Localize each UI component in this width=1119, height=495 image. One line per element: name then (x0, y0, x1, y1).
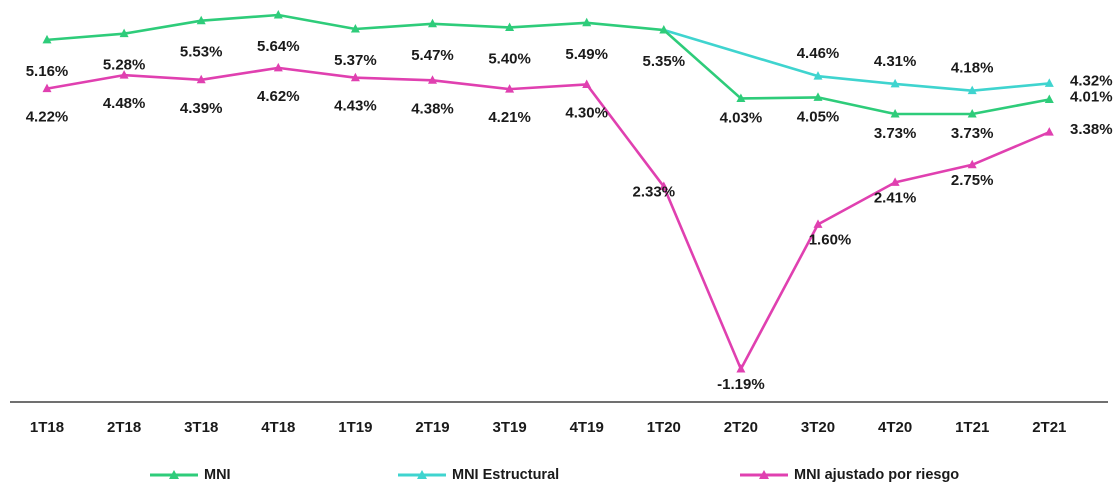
x-tick-label: 1T21 (955, 419, 989, 436)
legend-swatch-mni-estructural (398, 470, 446, 479)
data-point (119, 28, 129, 38)
data-point (1044, 94, 1054, 103)
legend-item-mni: MNI (150, 466, 231, 484)
data-label: 3.73% (874, 125, 917, 142)
x-tick-label: 1T20 (647, 419, 681, 436)
data-label: 4.32% (1070, 72, 1113, 89)
data-label: 4.18% (951, 60, 994, 77)
data-point (890, 108, 900, 118)
data-point (119, 70, 129, 79)
data-point (196, 74, 206, 84)
data-label: 5.40% (488, 50, 531, 67)
data-point (967, 159, 977, 169)
data-label: 3.73% (951, 125, 994, 142)
data-point (813, 71, 823, 80)
data-point (273, 62, 283, 72)
data-point (505, 84, 515, 93)
x-tick-label: 3T18 (184, 419, 218, 436)
data-point (42, 83, 52, 93)
x-tick-label: 4T18 (261, 419, 295, 436)
legend-swatch-mni (150, 470, 198, 479)
x-tick-label: 2T20 (724, 419, 758, 436)
data-point (659, 25, 669, 34)
data-label: 4.62% (257, 88, 300, 105)
line-chart: 1T18 2T18 3T18 4T18 1T19 2T19 3T19 4T19 1T20 2T20… (10, 10, 1113, 436)
data-point (659, 181, 669, 191)
x-tick-label: 2T19 (415, 419, 449, 436)
data-point (42, 34, 52, 44)
data-label: 4.01% (1070, 88, 1113, 105)
data-point (428, 18, 437, 28)
x-tick-label: 3T20 (801, 419, 835, 436)
data-point (736, 93, 746, 102)
data-point (813, 219, 823, 228)
x-tick-label: 1T18 (30, 419, 64, 436)
data-label: 2.41% (874, 189, 917, 206)
data-point (273, 10, 283, 19)
data-point (582, 79, 592, 88)
data-point (736, 364, 746, 373)
data-label: 5.37% (334, 52, 377, 69)
data-point (1044, 78, 1054, 87)
data-point (967, 85, 977, 95)
x-tick-label: 2T21 (1032, 419, 1066, 436)
series-line (46, 66, 1050, 371)
data-label: 5.49% (565, 46, 608, 63)
x-tick-label: 2T18 (107, 419, 141, 436)
data-point (582, 17, 592, 27)
data-label: 4.05% (797, 108, 840, 125)
data-label: 1.60% (809, 231, 852, 248)
legend: MNI MNI Estructural MNI ajustado por rie… (0, 466, 1119, 490)
data-label: 4.03% (720, 109, 763, 126)
data-point (196, 15, 206, 25)
x-tick-label: 4T19 (570, 419, 604, 436)
data-point (505, 22, 515, 31)
data-label: 4.31% (874, 53, 917, 70)
series-line (46, 13, 1050, 116)
data-point (813, 92, 823, 101)
data-label: 5.16% (26, 63, 69, 80)
data-label: 5.28% (103, 57, 146, 74)
data-label: 4.43% (334, 98, 377, 115)
data-label: 5.47% (411, 47, 454, 64)
data-point (1044, 127, 1054, 136)
x-tick-label: 1T19 (338, 419, 372, 436)
legend-item-mni-estructural: MNI Estructural (398, 466, 559, 484)
legend-label-mni-estructural: MNI Estructural (452, 467, 560, 483)
data-label: 2.75% (951, 172, 994, 189)
data-label: 4.48% (103, 95, 146, 112)
data-point (967, 108, 977, 118)
data-label: 5.53% (180, 44, 223, 61)
data-label: 4.38% (411, 100, 454, 117)
data-label: 4.39% (180, 100, 223, 117)
data-point (350, 72, 360, 82)
data-label: 5.35% (643, 53, 686, 70)
legend-item-mni-ajustado: MNI ajustado por riesgo (740, 466, 959, 484)
data-label: 3.38% (1070, 121, 1113, 138)
data-label: 4.22% (26, 109, 69, 126)
legend-label-mni: MNI (204, 467, 231, 483)
x-tick-label: 4T20 (878, 419, 912, 436)
data-point (428, 75, 437, 84)
data-label: -1.19% (717, 376, 765, 393)
data-label: 2.33% (633, 184, 676, 201)
legend-label-mni-ajustado: MNI ajustado por riesgo (794, 467, 960, 483)
data-label: 4.21% (488, 109, 531, 126)
data-label: 4.30% (565, 104, 608, 121)
data-point (890, 177, 900, 186)
data-point (890, 78, 900, 88)
data-point (350, 23, 360, 33)
data-label: 5.64% (257, 38, 300, 55)
data-label: 4.46% (797, 45, 840, 62)
x-tick-label: 3T19 (492, 419, 526, 436)
legend-swatch-mni-ajustado (740, 470, 788, 479)
